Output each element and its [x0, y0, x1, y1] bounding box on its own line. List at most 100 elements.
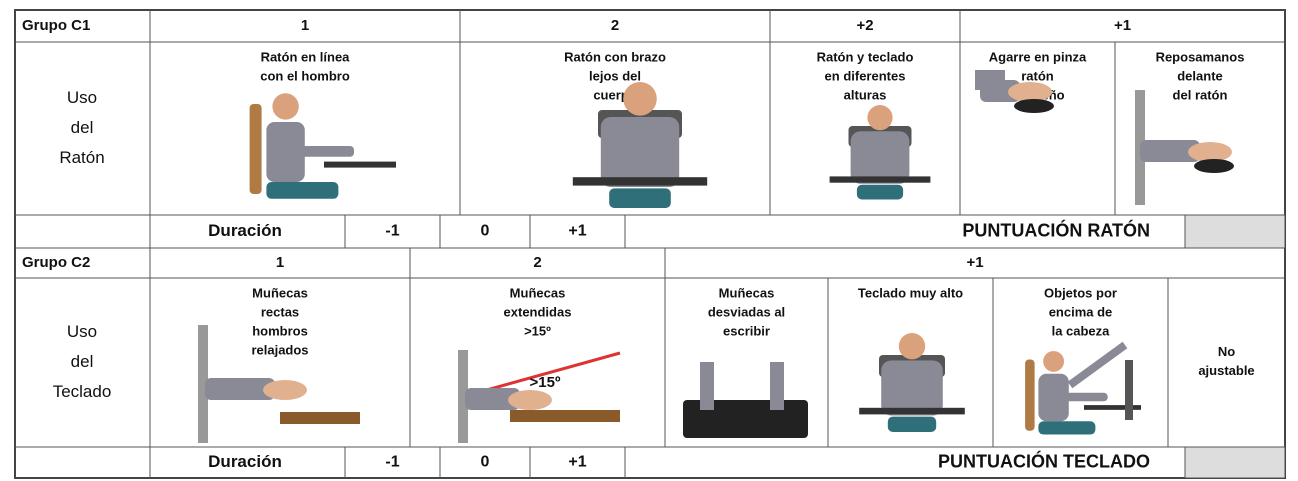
cell-text: 1 — [276, 254, 284, 271]
cell-text: escribir — [723, 323, 770, 338]
cell — [1184, 446, 1286, 479]
illustration — [829, 105, 931, 200]
cell-text: del — [71, 352, 94, 371]
cell-text: en diferentes — [825, 68, 906, 83]
cell-text: +2 — [856, 17, 873, 34]
cell-text: del — [71, 118, 94, 137]
cell-text: rectas — [261, 304, 299, 319]
legs — [887, 416, 937, 432]
cell-text: Reposamanos — [1156, 49, 1245, 64]
cell-text: >15º — [530, 374, 561, 391]
desk — [859, 407, 965, 415]
cell-text: la cabeza — [1052, 323, 1111, 338]
arm — [1060, 392, 1108, 402]
cell-text: ajustable — [1198, 363, 1254, 378]
forearm — [975, 70, 1005, 90]
cell-text: encima de — [1049, 304, 1113, 319]
head — [898, 333, 926, 360]
cell-text: hombros — [252, 323, 308, 338]
cell-text: Muñecas — [719, 285, 775, 300]
raised-arm — [1067, 341, 1128, 389]
torso — [600, 117, 680, 187]
arm — [465, 388, 520, 410]
hand — [1188, 142, 1232, 162]
head — [623, 82, 657, 116]
cell-text: Duración — [208, 452, 282, 471]
cell-text: delante — [1177, 68, 1223, 83]
illustration — [1025, 350, 1141, 435]
wall — [458, 350, 468, 443]
arm — [205, 378, 275, 400]
cell-text: +1 — [568, 223, 586, 240]
cell-text: alturas — [844, 87, 887, 102]
cell-text: 2 — [533, 254, 541, 271]
torso — [881, 360, 943, 416]
cell-text: Ratón — [59, 148, 104, 167]
legs — [1038, 421, 1096, 435]
legs — [609, 188, 671, 208]
cell-text: Ratón y teclado — [817, 49, 914, 64]
cell-text: Uso — [67, 322, 97, 341]
cell-text: Teclado — [53, 382, 112, 401]
head — [867, 105, 893, 131]
monitor — [1125, 360, 1133, 420]
cell-text: Grupo C2 — [22, 254, 90, 271]
legs — [266, 182, 339, 199]
desk — [1084, 405, 1141, 410]
cell-text: +1 — [1114, 17, 1131, 34]
illustration — [249, 93, 396, 199]
chair — [1025, 359, 1035, 431]
cell-text: >15º — [524, 323, 551, 338]
desk — [829, 176, 931, 183]
cell-text: 0 — [481, 223, 490, 240]
cell-text: Ratón en línea — [261, 49, 351, 64]
cell-text: PUNTUACIÓN TECLADO — [938, 450, 1150, 471]
cell-text: lejos del — [589, 68, 641, 83]
cell-text: 1 — [301, 17, 309, 34]
cell-text: No — [1218, 344, 1235, 359]
cell-text: Uso — [67, 88, 97, 107]
wall — [198, 325, 208, 443]
cell-text: Objetos por — [1044, 285, 1117, 300]
torso — [850, 131, 910, 184]
keyboard — [280, 412, 360, 424]
legs — [856, 184, 904, 200]
cell-text: relajados — [251, 342, 308, 357]
desk — [324, 161, 396, 168]
cell-text: -1 — [385, 454, 399, 471]
cell-text: PUNTUACIÓN RATÓN — [962, 219, 1150, 240]
mouse — [1194, 159, 1234, 173]
illustration — [572, 82, 708, 208]
torso — [1038, 373, 1069, 422]
illustration — [859, 333, 965, 432]
arm — [1140, 140, 1200, 162]
torso — [266, 122, 305, 182]
cell-text: del ratón — [1173, 87, 1228, 102]
cell-text: 2 — [611, 17, 619, 34]
cell-text: Muñecas — [510, 285, 566, 300]
cell-text: Duración — [208, 221, 282, 240]
cell-text: +1 — [966, 254, 983, 271]
cell-text: Agarre en pinza — [989, 49, 1087, 64]
cell-text: desviadas al — [708, 304, 785, 319]
cell-text: Teclado muy alto — [858, 285, 963, 300]
cell-text: Grupo C1 — [22, 17, 90, 34]
cell-text: Muñecas — [252, 285, 308, 300]
cell-text: extendidas — [504, 304, 572, 319]
desk — [572, 177, 708, 186]
cell-text: ratón — [1021, 68, 1054, 83]
cell — [1184, 214, 1286, 249]
arm — [294, 146, 354, 157]
hand — [1008, 82, 1052, 102]
hand — [263, 380, 307, 400]
cell-text: Ratón con brazo — [564, 49, 666, 64]
head — [272, 93, 299, 120]
cell-text: con el hombro — [260, 68, 350, 83]
arm — [770, 362, 784, 410]
hand — [508, 390, 552, 410]
cell-text: +1 — [568, 454, 586, 471]
arm — [700, 362, 714, 410]
cell-text: 0 — [481, 454, 490, 471]
head — [1043, 350, 1065, 372]
